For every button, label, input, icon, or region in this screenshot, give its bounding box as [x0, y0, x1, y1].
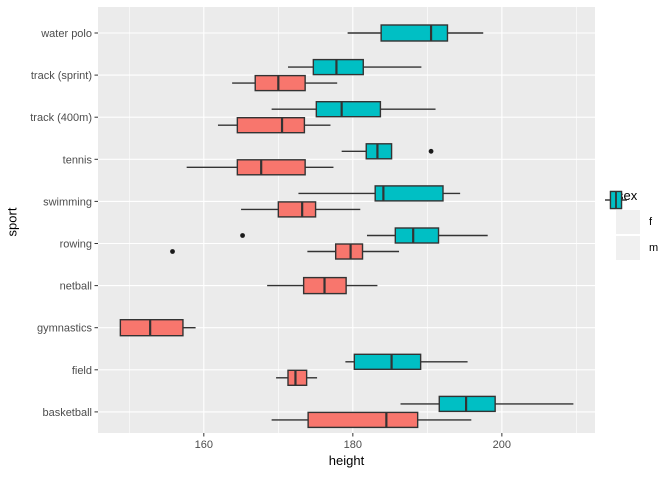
boxplot-rowing-f [170, 243, 400, 260]
boxplot-basketball-m [400, 395, 574, 413]
boxplot-field-f [276, 369, 318, 386]
boxplot-gymnastics-f [119, 319, 196, 337]
boxplot-swimming-m [298, 185, 461, 202]
boxplot-water-polo-m [347, 24, 484, 42]
boxplot-swimming-f [241, 201, 361, 218]
x-axis-title: height [328, 453, 365, 468]
y-axis-title: sport [4, 207, 20, 237]
boxplot-rowing-m [240, 227, 488, 244]
boxplot-key-icon [605, 190, 640, 260]
boxplot-netball-f [267, 276, 378, 295]
legend-item-f: f [605, 190, 658, 234]
legend-item-m: m [605, 190, 659, 260]
boxplot-track-400m--f [217, 116, 331, 134]
y-axis-label: water polo [40, 28, 92, 40]
boxplot-key-icon [605, 190, 640, 234]
y-axis-label: field [72, 365, 92, 377]
legend-item-label: f [649, 216, 653, 228]
y-axis-label: track (400m) [30, 112, 92, 124]
boxplot-track-sprint--f [232, 74, 338, 92]
boxplot-track-400m--m [271, 100, 436, 118]
x-axis-label: 160 [195, 439, 213, 451]
x-axis-label: 180 [344, 439, 362, 451]
y-axis-label: track (sprint) [31, 70, 92, 82]
y-axis-label: basketball [42, 407, 92, 419]
boxplot-track-sprint--m [288, 58, 422, 76]
boxplot-tennis-f [186, 159, 334, 176]
y-axis-label: gymnastics [37, 323, 93, 335]
x-axis-label: 200 [493, 439, 511, 451]
boxplot-field-m [345, 353, 468, 370]
y-axis-label: tennis [63, 154, 93, 166]
legend-item-label: m [649, 242, 659, 254]
y-axis-label: netball [60, 281, 92, 293]
boxplot-basketball-f [271, 411, 472, 429]
boxplot-tennis-m [341, 143, 434, 160]
y-axis-label: swimming [43, 196, 92, 208]
y-axis-label: rowing [60, 239, 92, 251]
